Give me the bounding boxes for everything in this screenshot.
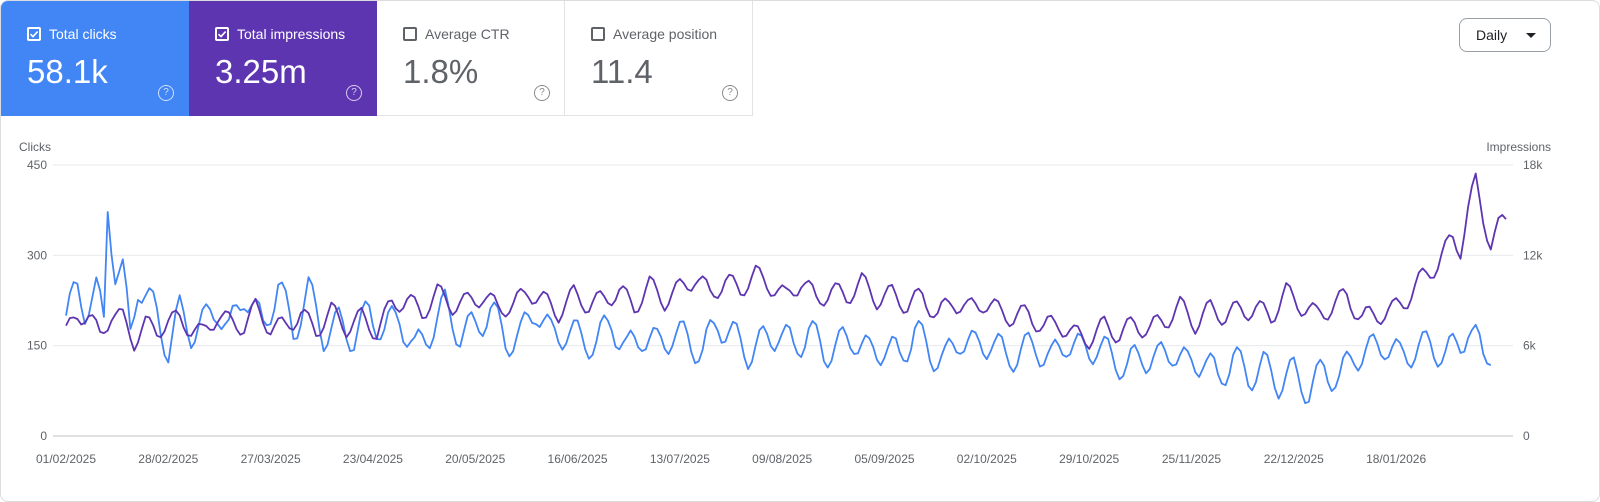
x-tick-label: 18/01/2026 — [1366, 452, 1426, 466]
metric-value: 3.25m — [215, 53, 307, 90]
x-tick-label: 25/11/2025 — [1162, 452, 1221, 466]
metric-value: 11.4 — [591, 53, 653, 90]
period-dropdown-value: Daily — [1476, 27, 1508, 43]
help-icon[interactable]: ? — [722, 85, 738, 101]
metric-card-average-ctr[interactable]: Average CTR 1.8% ? — [377, 1, 565, 116]
help-icon[interactable]: ? — [346, 85, 362, 101]
right-tick-label: 6k — [1523, 339, 1537, 353]
right-tick-label: 12k — [1523, 248, 1543, 262]
x-tick-label: 09/08/2025 — [752, 452, 812, 466]
series-line-impressions — [65, 172, 1507, 352]
left-axis-title: Clicks — [19, 140, 51, 154]
x-tick-label: 27/03/2025 — [241, 452, 301, 466]
metric-card-total-impressions[interactable]: Total impressions 3.25m ? — [189, 1, 377, 116]
x-tick-label: 20/05/2025 — [445, 452, 505, 466]
checkbox-unchecked-icon[interactable] — [403, 27, 417, 41]
right-tick-label: 18k — [1523, 158, 1543, 172]
x-tick-label: 29/10/2025 — [1059, 452, 1119, 466]
x-tick-label: 23/04/2025 — [343, 452, 403, 466]
right-axis-title: Impressions — [1486, 140, 1551, 154]
x-tick-label: 01/02/2025 — [36, 452, 96, 466]
x-tick-label: 05/09/2025 — [854, 452, 914, 466]
x-tick-label: 28/02/2025 — [138, 452, 198, 466]
metric-value: 1.8% — [403, 53, 479, 90]
metric-cards: Total clicks 58.1k ? Total impressions 3… — [1, 1, 753, 116]
series-line-clicks — [65, 211, 1492, 405]
left-tick-label: 0 — [40, 429, 47, 443]
left-tick-label: 450 — [27, 158, 47, 172]
checkbox-checked-icon[interactable] — [215, 27, 229, 41]
help-icon[interactable]: ? — [534, 85, 550, 101]
caret-down-icon — [1526, 32, 1536, 38]
x-tick-label: 22/12/2025 — [1264, 452, 1324, 466]
period-dropdown[interactable]: Daily — [1459, 18, 1551, 52]
checkbox-checked-icon[interactable] — [27, 27, 41, 41]
x-tick-label: 02/10/2025 — [957, 452, 1017, 466]
metric-card-total-clicks[interactable]: Total clicks 58.1k ? — [1, 1, 189, 116]
x-tick-label: 13/07/2025 — [650, 452, 710, 466]
left-tick-label: 300 — [27, 248, 47, 262]
checkbox-unchecked-icon[interactable] — [591, 27, 605, 41]
right-tick-label: 0 — [1523, 429, 1530, 443]
metric-card-average-position[interactable]: Average position 11.4 ? — [565, 1, 753, 116]
metric-label: Total impressions — [237, 26, 346, 42]
x-tick-label: 16/06/2025 — [548, 452, 608, 466]
metric-value: 58.1k — [27, 53, 108, 90]
metric-label: Average position — [613, 26, 718, 42]
help-icon[interactable]: ? — [158, 85, 174, 101]
metric-label: Total clicks — [49, 26, 117, 42]
left-tick-label: 150 — [27, 339, 47, 353]
metric-label: Average CTR — [425, 26, 510, 42]
